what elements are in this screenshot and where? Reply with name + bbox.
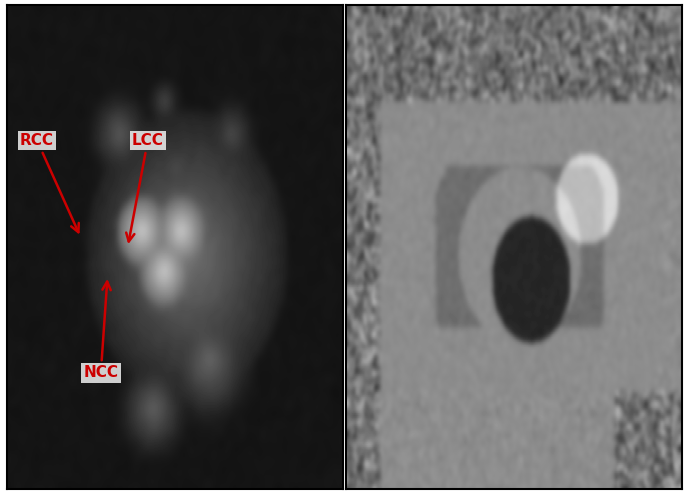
Text: NCC: NCC bbox=[84, 282, 119, 380]
Text: RCC: RCC bbox=[20, 133, 79, 232]
Text: LCC: LCC bbox=[126, 133, 164, 242]
